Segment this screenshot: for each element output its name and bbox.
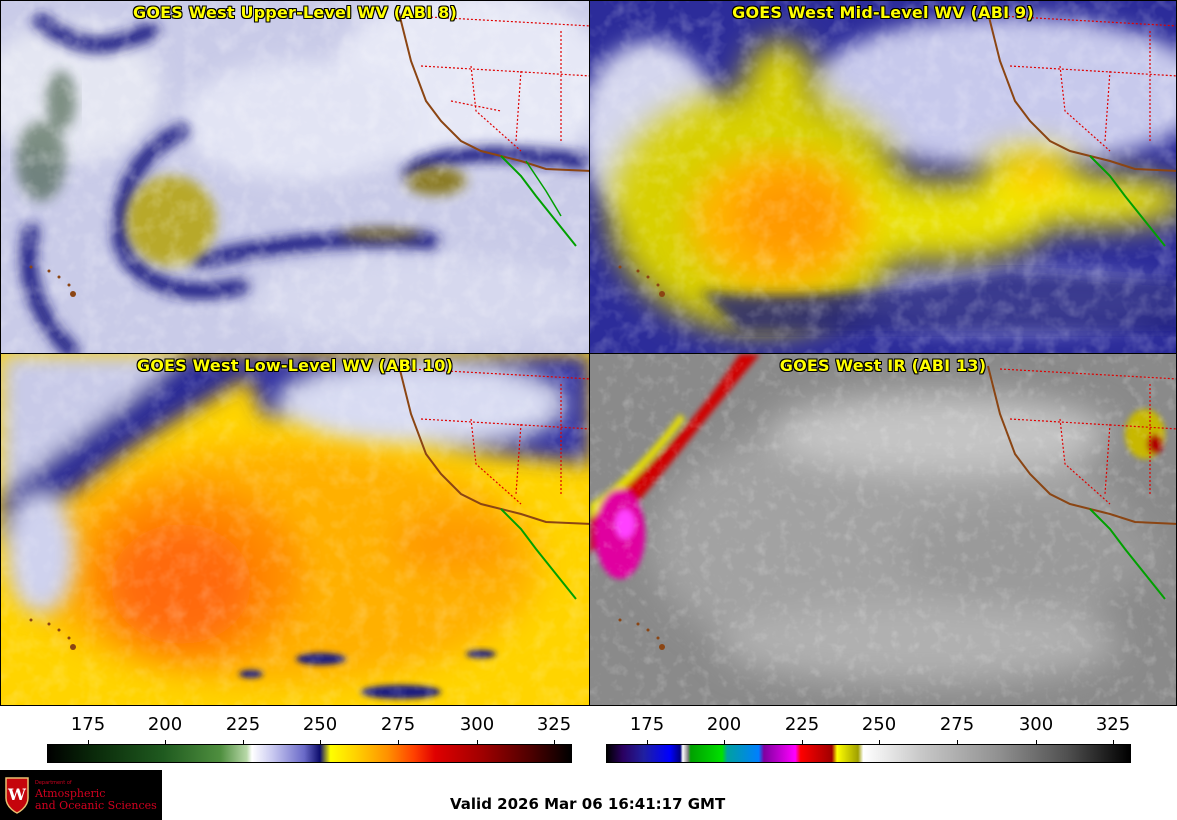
tick-mark xyxy=(1113,740,1114,745)
tick-mark xyxy=(243,740,244,745)
uw-crest-icon: W xyxy=(5,777,29,814)
tick-label: 300 xyxy=(1018,714,1054,735)
tick-mark xyxy=(647,740,648,745)
tick-mark xyxy=(957,740,958,745)
tick-label: 250 xyxy=(861,714,897,735)
panel-title-low-level: GOES West Low-Level WV (ABI 10) xyxy=(136,356,454,375)
tick-mark xyxy=(88,740,89,745)
tick-label: 175 xyxy=(629,714,665,735)
colorbar-water-vapor: 175 200 225 250 275 300 325 xyxy=(47,706,572,766)
tick-label: 250 xyxy=(302,714,338,735)
valid-time: Valid 2026 Mar 06 16:41:17 GMT xyxy=(450,795,726,813)
tick-mark xyxy=(1036,740,1037,745)
panel-title-upper-level: GOES West Upper-Level WV (ABI 8) xyxy=(133,3,457,22)
colorbar-infrared: 175 200 225 250 275 300 325 xyxy=(606,706,1131,766)
tick-mark xyxy=(554,740,555,745)
tick-label: 300 xyxy=(459,714,495,735)
panel-title-mid-level: GOES West Mid-Level WV (ABI 9) xyxy=(732,3,1034,22)
tick-mark xyxy=(320,740,321,745)
panel-infrared: GOES West IR (ABI 13) xyxy=(589,353,1177,706)
tick-label: 225 xyxy=(784,714,820,735)
panel-mid-level-wv: GOES West Mid-Level WV (ABI 9) xyxy=(589,0,1177,354)
tick-label: 175 xyxy=(70,714,106,735)
logo-line2: and Oceanic Sciences xyxy=(35,799,157,812)
logo-department: Department of xyxy=(35,780,72,786)
logo-line1: Atmospheric xyxy=(35,787,106,800)
colorbar-gradient xyxy=(47,744,572,763)
tick-label: 200 xyxy=(147,714,183,735)
tick-label: 325 xyxy=(1095,714,1131,735)
tick-label: 275 xyxy=(380,714,416,735)
crest-letter: W xyxy=(7,785,27,804)
colorbar-gradient xyxy=(606,744,1131,763)
tick-label: 325 xyxy=(536,714,572,735)
infrared-image xyxy=(590,354,1176,705)
panel-title-infrared: GOES West IR (ABI 13) xyxy=(779,356,987,375)
panel-low-level-wv: GOES West Low-Level WV (ABI 10) xyxy=(0,353,590,706)
aos-logo[interactable]: W Department of Atmospheric and Oceanic … xyxy=(0,770,162,820)
tick-mark xyxy=(477,740,478,745)
tick-label: 225 xyxy=(225,714,261,735)
tick-label: 275 xyxy=(939,714,975,735)
tick-mark xyxy=(165,740,166,745)
tick-mark xyxy=(802,740,803,745)
tick-label: 200 xyxy=(706,714,742,735)
upper-level-wv-image xyxy=(1,1,589,353)
tick-mark xyxy=(879,740,880,745)
mid-level-wv-image xyxy=(590,1,1176,353)
low-level-wv-image xyxy=(1,354,589,705)
tick-mark xyxy=(398,740,399,745)
panel-upper-level-wv: GOES West Upper-Level WV (ABI 8) xyxy=(0,0,590,354)
tick-mark xyxy=(724,740,725,745)
